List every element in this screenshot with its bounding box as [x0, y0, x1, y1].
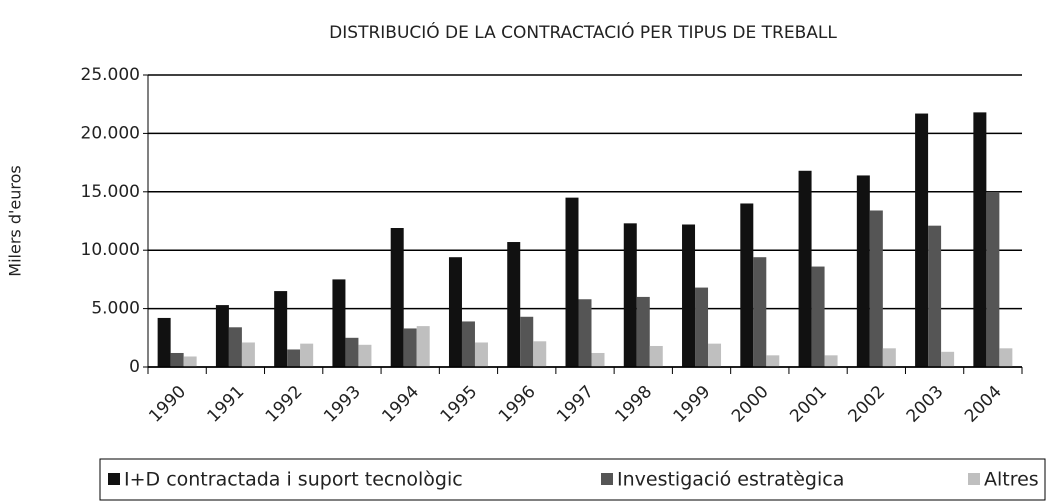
x-tick-label: 2003 — [903, 382, 948, 427]
y-tick-label: 10.000 — [81, 240, 140, 260]
y-tick-label: 5.000 — [91, 299, 140, 319]
bar — [882, 348, 896, 367]
bar — [390, 228, 404, 367]
bar — [915, 113, 929, 367]
bar — [474, 342, 488, 367]
bar — [986, 191, 1000, 367]
bar — [507, 242, 521, 367]
x-tick-label: 1995 — [437, 382, 482, 427]
bar — [941, 351, 955, 367]
legend-label: Investigació estratègica — [617, 469, 844, 491]
bar — [300, 343, 314, 367]
x-tick-label: 1998 — [611, 382, 656, 427]
bar — [215, 305, 229, 367]
legend-swatch — [601, 473, 613, 485]
x-tick-label: 1990 — [145, 382, 190, 427]
bar — [358, 344, 372, 367]
x-tick-label: 2004 — [961, 382, 1006, 427]
bar — [228, 327, 242, 367]
x-tick-label: 2001 — [786, 382, 831, 427]
bar — [695, 287, 709, 367]
x-tick-label: 2002 — [844, 382, 889, 427]
x-tick-label: 1991 — [204, 382, 249, 427]
bar — [869, 210, 883, 367]
x-tick-label: 1993 — [320, 382, 365, 427]
legend-label: Altres — [984, 469, 1039, 491]
bar — [682, 224, 696, 367]
x-tick-label: 1997 — [553, 382, 598, 427]
bar — [448, 257, 462, 367]
bar — [753, 257, 767, 367]
bar — [740, 203, 754, 367]
bar — [274, 291, 288, 367]
bar — [856, 175, 870, 367]
bar — [416, 326, 430, 367]
bar — [520, 316, 534, 367]
x-tick-label: 1994 — [378, 382, 423, 427]
x-tick-label: 1999 — [670, 382, 715, 427]
legend-swatch — [968, 473, 980, 485]
chart-title: DISTRIBUCIÓ DE LA CONTRACTACIÓ PER TIPUS… — [329, 21, 837, 43]
bar — [533, 341, 547, 367]
legend-box — [99, 458, 1046, 501]
bar — [928, 225, 942, 367]
bar — [824, 355, 838, 367]
bar — [811, 266, 825, 367]
legend-label: I+D contractada i suport tecnològic — [124, 469, 463, 491]
x-tick-label: 2000 — [728, 382, 773, 427]
bar — [565, 197, 579, 367]
bar — [157, 317, 171, 367]
bar — [766, 355, 780, 367]
bar — [241, 342, 255, 367]
bar — [591, 352, 605, 367]
bar — [708, 343, 722, 367]
bar — [649, 345, 663, 367]
x-tick-label: 1992 — [262, 382, 307, 427]
bar — [332, 279, 346, 367]
bar — [287, 349, 301, 367]
y-axis-title: Milers d'euros — [6, 165, 25, 276]
bar — [578, 299, 592, 367]
bar — [999, 348, 1013, 367]
x-tick-label: 1996 — [495, 382, 540, 427]
bar — [170, 352, 184, 367]
bar — [973, 112, 987, 367]
bar — [183, 356, 197, 367]
bar — [798, 170, 812, 367]
bar — [403, 328, 417, 367]
bar — [461, 321, 475, 367]
bar — [636, 296, 650, 367]
y-tick-label: 20.000 — [81, 123, 140, 143]
bar — [345, 337, 359, 367]
legend-swatch — [108, 473, 120, 485]
y-tick-label: 0 — [129, 357, 140, 377]
bar — [623, 223, 637, 367]
y-tick-label: 25.000 — [81, 65, 140, 85]
y-tick-label: 15.000 — [81, 182, 140, 202]
